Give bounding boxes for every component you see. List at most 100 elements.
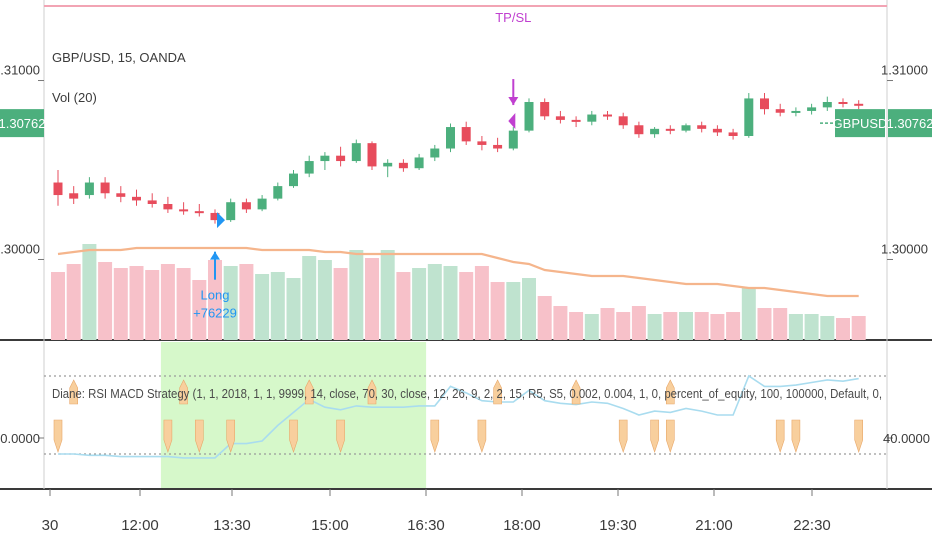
candle[interactable]: [508, 127, 518, 151]
candle[interactable]: [665, 125, 675, 135]
buy-signal-marker: [367, 379, 377, 405]
candle[interactable]: [351, 139, 361, 163]
candle[interactable]: [854, 100, 864, 110]
candle-body: [367, 143, 377, 167]
candle[interactable]: [571, 116, 581, 128]
volume-bar: [474, 266, 489, 340]
candle-body: [414, 157, 424, 169]
left-price-tick-label: 1.30000: [0, 241, 40, 256]
candle[interactable]: [53, 170, 63, 206]
candle[interactable]: [304, 155, 314, 178]
candle[interactable]: [540, 98, 550, 120]
candle-body: [555, 116, 565, 120]
sell-signal-marker: [163, 419, 173, 453]
candle[interactable]: [618, 112, 628, 129]
candle[interactable]: [791, 107, 801, 117]
volume-bar: [710, 314, 725, 340]
candle[interactable]: [775, 103, 785, 117]
volume-bar: [396, 272, 411, 340]
candle[interactable]: [132, 189, 141, 206]
candle[interactable]: [241, 198, 251, 213]
strategy-label[interactable]: Diane: RSI MACD Strategy (1, 1, 2018, 1,…: [52, 386, 882, 401]
candle-body: [446, 127, 455, 149]
candle[interactable]: [477, 136, 487, 151]
candle-body: [508, 130, 518, 149]
candle-body: [351, 143, 361, 162]
candle[interactable]: [336, 146, 346, 167]
candle[interactable]: [289, 170, 298, 188]
right-indicator-tick-label: 40.0000: [883, 431, 930, 446]
time-tick-label: 22:30: [793, 517, 831, 534]
volume-bar: [160, 264, 175, 340]
candle[interactable]: [147, 193, 157, 208]
candle-body: [822, 102, 832, 108]
volume-bar: [66, 264, 81, 340]
candle[interactable]: [69, 186, 79, 204]
candle[interactable]: [603, 110, 612, 120]
candle-body: [84, 182, 94, 196]
volume-bar: [459, 272, 474, 340]
candle[interactable]: [587, 110, 597, 126]
sell-signal-marker: [430, 419, 440, 453]
volume-bar: [631, 306, 646, 340]
candle-body: [100, 182, 110, 194]
volume-bar: [773, 308, 788, 340]
candle[interactable]: [555, 110, 565, 124]
volume-bar: [663, 312, 678, 340]
candle-body: [257, 198, 267, 210]
candle-body: [383, 162, 393, 167]
candle[interactable]: [100, 177, 110, 199]
candle[interactable]: [681, 123, 691, 133]
candle[interactable]: [728, 128, 738, 140]
candle[interactable]: [367, 141, 377, 170]
candle-body: [524, 102, 534, 131]
candle[interactable]: [446, 123, 455, 153]
sell-signal-marker: [53, 419, 63, 453]
candle[interactable]: [179, 202, 189, 215]
exit-flag-icon: [508, 113, 516, 130]
candle[interactable]: [226, 198, 236, 222]
left-price-tick-label: 1.31000: [0, 63, 40, 78]
candle[interactable]: [414, 153, 424, 170]
sell-signal-marker: [854, 419, 863, 453]
candle[interactable]: [634, 121, 644, 138]
buy-signal-marker: [571, 379, 581, 405]
candle[interactable]: [760, 93, 769, 115]
volume-bar: [679, 312, 693, 340]
volume-bar: [270, 272, 285, 340]
candle[interactable]: [430, 144, 440, 162]
candle[interactable]: [257, 195, 267, 212]
candle[interactable]: [838, 98, 848, 108]
volume-bar: [239, 264, 254, 340]
buy-signal-marker: [493, 379, 502, 405]
candle-body: [807, 107, 817, 111]
candle[interactable]: [650, 127, 660, 138]
candle-body: [744, 98, 754, 136]
symbol-title: GBP/USD, 15, OANDA: [52, 50, 186, 65]
candle[interactable]: [461, 121, 471, 145]
candle[interactable]: [807, 103, 817, 115]
candle[interactable]: [493, 137, 503, 153]
candle[interactable]: [273, 182, 283, 201]
candle[interactable]: [194, 204, 204, 217]
candle[interactable]: [697, 121, 707, 133]
candle[interactable]: [116, 186, 126, 203]
sell-signal-marker: [289, 419, 298, 453]
candle[interactable]: [524, 98, 534, 133]
volume-bar: [443, 266, 458, 340]
volume-bar: [129, 266, 144, 340]
candle[interactable]: [398, 159, 408, 172]
volume-bar: [647, 314, 662, 340]
candle[interactable]: [84, 177, 94, 199]
volume-bar: [427, 264, 442, 340]
buy-signal-marker: [179, 379, 188, 405]
candle[interactable]: [210, 209, 220, 224]
candle[interactable]: [712, 125, 722, 136]
candle[interactable]: [163, 196, 173, 213]
candle[interactable]: [744, 93, 754, 138]
candle[interactable]: [383, 159, 393, 178]
candle[interactable]: [822, 96, 832, 111]
candle[interactable]: [320, 152, 330, 170]
right-last-price-tag: [888, 109, 932, 138]
